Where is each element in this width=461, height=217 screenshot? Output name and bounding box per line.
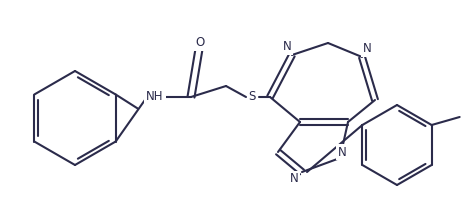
Text: N: N — [290, 173, 298, 186]
Text: NH: NH — [146, 90, 164, 104]
Text: N: N — [363, 43, 372, 56]
Text: N: N — [283, 41, 291, 54]
Text: N: N — [337, 146, 346, 158]
Text: O: O — [195, 36, 205, 49]
Text: S: S — [248, 90, 256, 104]
